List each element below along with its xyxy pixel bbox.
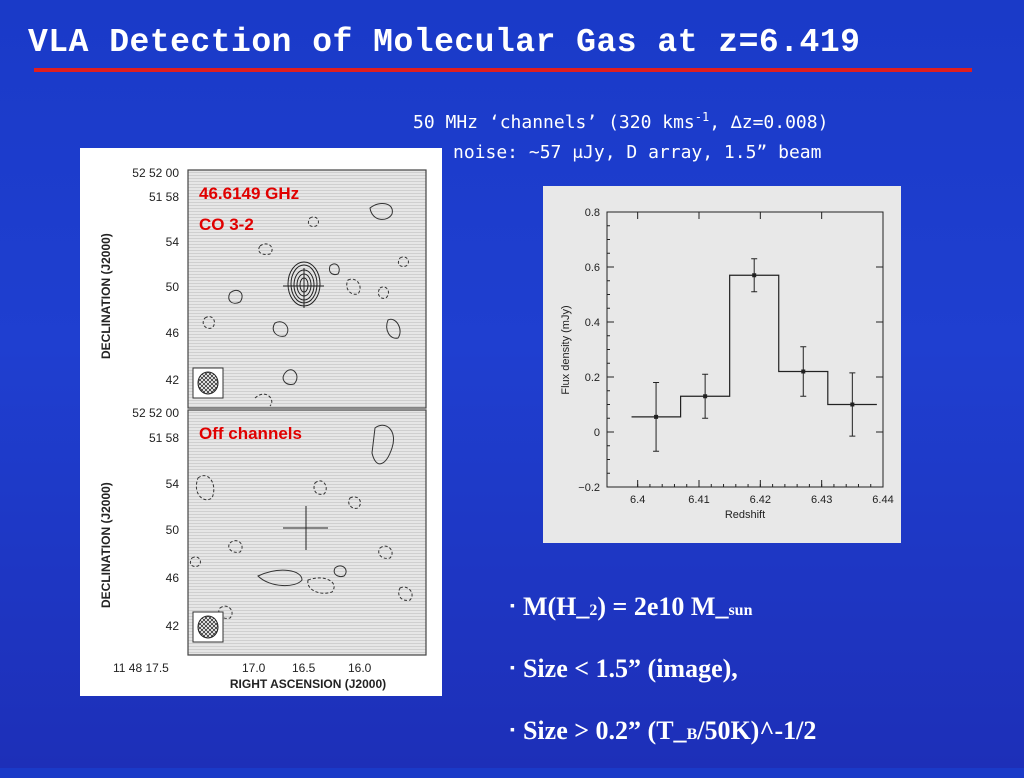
data-points <box>653 258 856 452</box>
flux-density-chart: 6.4 6.41 6.42 6.43 6.44 −0.2 0 0.2 0.4 0.6 0.8 Re… <box>560 207 894 521</box>
y-tick-label: 0 <box>594 427 600 439</box>
ra-tick-1: 17.0 <box>242 661 266 675</box>
slide-title: VLA Detection of Molecular Gas at z=6.41… <box>28 24 861 61</box>
data-point <box>703 394 708 399</box>
top-noise-contours <box>228 202 401 385</box>
top-dec-tick-2: 54 <box>166 235 180 249</box>
data-point <box>752 273 757 278</box>
top-dec-tick-1: 51 58 <box>149 190 179 204</box>
x-tick-label: 6.4 <box>630 494 645 506</box>
plot-frame <box>606 211 884 488</box>
bullet-list: ▪ M(H_2) = 2e10 M_sun ▪ Size < 1.5” (image… <box>510 592 1010 778</box>
bottom-ylabel: DECLINATION (J2000) <box>99 482 113 608</box>
bottom-dec-tick-1: 51 58 <box>149 431 179 445</box>
ra-xlabel: RIGHT ASCENSION (J2000) <box>230 677 386 691</box>
data-point <box>654 414 659 419</box>
top-dec-tick-4: 46 <box>166 326 180 340</box>
x-axis-label: Redshift <box>725 509 765 521</box>
info-line-1-sup: -1 <box>694 110 710 124</box>
contour-maps-figure: 46.6149 GHz CO 3-2 <box>99 166 427 691</box>
top-negative-contours <box>202 216 409 407</box>
top-dec-tick-5: 42 <box>166 373 180 387</box>
top-beam-ellipse <box>197 371 219 395</box>
bullet-marker: ▪ <box>510 599 515 614</box>
bullet-size-upper-text: Size < 1.5” (image), <box>522 654 738 683</box>
bottom-dec-ticks: 52 52 00 51 58 54 50 46 42 <box>132 406 179 633</box>
info-line-1: 50 MHz ‘channels’ (320 kms-1, ∆z=0.008) <box>413 110 828 133</box>
bullet-size-upper: ▪ Size < 1.5” (image), <box>510 654 1010 716</box>
bottom-dec-tick-5: 42 <box>166 619 180 633</box>
title-underline <box>34 68 972 72</box>
bullet-marker: ▪ <box>510 723 515 738</box>
bullet-marker: ▪ <box>510 661 515 676</box>
y-tick-label: −0.2 <box>578 482 600 494</box>
bullet-size-lower: ▪ Size > 0.2” (T_B/50K)^-1/2 <box>510 716 1010 778</box>
bullet-size-lower-sub: B <box>686 726 698 743</box>
x-tick-label: 6.43 <box>811 494 832 506</box>
bullet-mass-rest: ) = 2e10 M_ <box>597 592 729 621</box>
top-dec-tick-0: 52 52 00 <box>132 166 179 180</box>
info-line-2: noise: ~57 μJy, D array, 1.5” beam <box>453 142 822 163</box>
top-dec-tick-3: 50 <box>166 280 180 294</box>
data-point <box>850 402 855 407</box>
ra-tick-0: 11 48 17.5 <box>113 661 169 675</box>
bullet-mass-sub2: sun <box>728 602 753 619</box>
bullet-size-lower-text: Size > 0.2” (T_ <box>522 716 687 745</box>
x-ticks: 6.4 6.41 6.42 6.43 6.44 <box>630 212 894 506</box>
ra-ticks: 11 48 17.5 17.0 16.5 16.0 <box>113 661 372 675</box>
histogram-step-line <box>631 274 877 418</box>
y-tick-label: 0.2 <box>585 372 600 384</box>
bottom-dec-tick-0: 52 52 00 <box>132 406 179 420</box>
bottom-map: Off channels <box>99 406 427 691</box>
top-map-line-label: CO 3-2 <box>199 215 254 234</box>
y-tick-label: 0.6 <box>585 262 600 274</box>
y-ticks: −0.2 0 0.2 0.4 0.6 0.8 <box>578 207 883 494</box>
bottom-crosshair <box>283 506 328 550</box>
y-axis-label: Flux density (mJy) <box>560 305 572 394</box>
top-crosshair <box>283 268 324 308</box>
bottom-negative-contours <box>189 475 413 619</box>
contour-maps-panel: 46.6149 GHz CO 3-2 <box>80 148 442 696</box>
y-tick-label: 0.4 <box>585 317 600 329</box>
top-dec-ticks: 52 52 00 51 58 54 50 46 42 <box>132 166 179 387</box>
top-map: 46.6149 GHz CO 3-2 <box>99 166 427 409</box>
bottom-noise-contours <box>257 424 394 586</box>
bottom-dec-tick-4: 46 <box>166 571 180 585</box>
top-map-freq-label: 46.6149 GHz <box>199 184 299 203</box>
ra-tick-3: 16.0 <box>348 661 372 675</box>
y-tick-label: 0.8 <box>585 207 600 219</box>
bullet-mass-sub: 2 <box>589 602 598 619</box>
top-ylabel: DECLINATION (J2000) <box>99 233 113 359</box>
bottom-beam-ellipse <box>197 615 219 639</box>
bottom-dec-tick-3: 50 <box>166 523 180 537</box>
data-point <box>801 369 806 374</box>
ra-tick-2: 16.5 <box>292 661 316 675</box>
bullet-size-lower-rest: /50K)^-1/2 <box>697 716 817 745</box>
x-tick-label: 6.44 <box>872 494 893 506</box>
bottom-dec-tick-2: 54 <box>166 477 180 491</box>
x-tick-label: 6.41 <box>688 494 709 506</box>
flux-plot-panel: 6.4 6.41 6.42 6.43 6.44 −0.2 0 0.2 0.4 0.6 0.8 Re… <box>543 186 901 543</box>
x-tick-label: 6.42 <box>750 494 771 506</box>
bullet-mass-text: M(H_ <box>522 592 590 621</box>
bullet-mass: ▪ M(H_2) = 2e10 M_sun <box>510 592 1010 654</box>
info-line-1-a: 50 MHz ‘channels’ (320 kms <box>413 112 695 133</box>
bottom-map-label: Off channels <box>199 424 302 443</box>
info-line-1-b: , ∆z=0.008) <box>709 112 829 133</box>
